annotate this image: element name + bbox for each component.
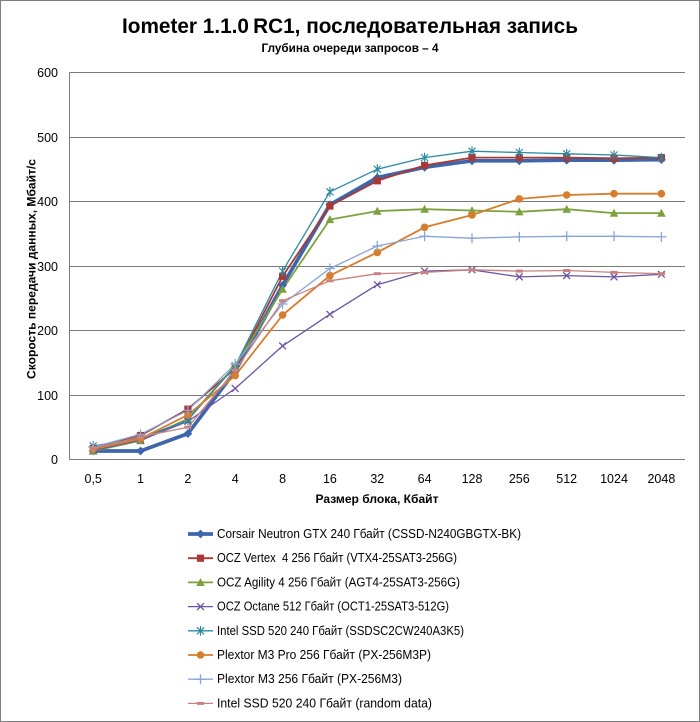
svg-text:200: 200: [37, 324, 58, 338]
svg-text:500: 500: [37, 131, 58, 145]
svg-text:32: 32: [370, 472, 384, 486]
svg-text:Corsair Neutron GTX 240 Гбайт: Corsair Neutron GTX 240 Гбайт (CSSD-N240…: [217, 527, 521, 541]
svg-text:256: 256: [509, 472, 530, 486]
svg-text:Скорость передачи данных, Мбай: Скорость передачи данных, Мбайт/с: [27, 158, 39, 379]
svg-text:Plextor M3 256 Гбайт (PX-256M3: Plextor M3 256 Гбайт (PX-256M3): [217, 672, 402, 686]
svg-text:Intel SSD 520 240 Гбайт (rando: Intel SSD 520 240 Гбайт (random data): [217, 696, 432, 710]
svg-text:8: 8: [279, 472, 286, 486]
svg-text:1024: 1024: [600, 472, 628, 486]
svg-text:Размер блока, Кбайт: Размер блока, Кбайт: [316, 492, 439, 506]
svg-text:64: 64: [418, 472, 432, 486]
svg-text:OCZ Vertex 4 256 Гбайт (VTX4-: OCZ Vertex 4 256 Гбайт (VTX4-25SAT3-256G…: [217, 551, 457, 565]
svg-text:400: 400: [37, 195, 58, 209]
svg-text:100: 100: [37, 389, 58, 403]
svg-text:1: 1: [137, 472, 144, 486]
svg-text:OCZ Agility 4 256 Гбайт (AGT4-: OCZ Agility 4 256 Гбайт (AGT4-25SAT3-256…: [217, 575, 460, 589]
svg-text:Plextor M3 Pro 256 Гбайт (PX-2: Plextor M3 Pro 256 Гбайт (PX-256M3P): [217, 648, 431, 662]
svg-text:Глубина очереди запросов – 4: Глубина очереди запросов – 4: [262, 43, 440, 55]
svg-text:128: 128: [462, 472, 483, 486]
svg-text:16: 16: [323, 472, 337, 486]
svg-text:0: 0: [51, 453, 58, 467]
svg-text:300: 300: [37, 260, 58, 274]
svg-text:0,5: 0,5: [85, 472, 102, 486]
svg-text:4: 4: [232, 472, 239, 486]
svg-text:2048: 2048: [647, 472, 675, 486]
svg-text:2: 2: [184, 472, 191, 486]
svg-text:Iometer 1.1.0 RC1, последовате: Iometer 1.1.0 RC1, последовательная запи…: [122, 14, 578, 38]
svg-text:Intel SSD 520 240 Гбайт (SSDSC: Intel SSD 520 240 Гбайт (SSDSC2CW240A3K5…: [217, 624, 464, 638]
svg-text:OCZ Octane 512 Гбайт (OCT1-25S: OCZ Octane 512 Гбайт (OCT1-25SAT3-512G): [217, 600, 449, 614]
svg-text:512: 512: [556, 472, 577, 486]
svg-text:600: 600: [37, 66, 58, 80]
